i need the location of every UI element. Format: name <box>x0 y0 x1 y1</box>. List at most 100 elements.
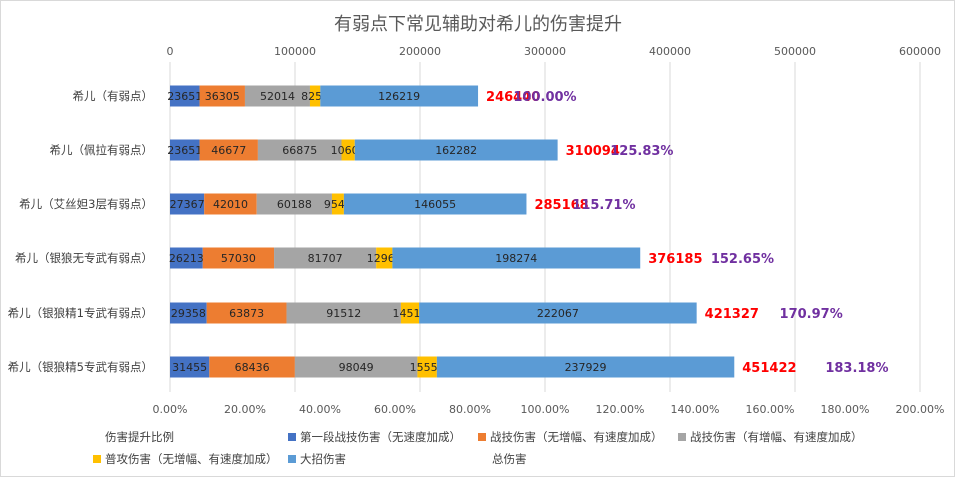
category-label: 希儿（银狼精5专武有弱点） <box>8 360 153 374</box>
category-labels: 希儿（有弱点） 希儿（佩拉有弱点） 希儿（艾丝妲3层有弱点） 希儿（银狼无专武有弱点）… <box>8 89 153 374</box>
legend-swatch <box>288 433 296 441</box>
legend-swatch <box>478 433 486 441</box>
ratio-label: 170.97% <box>780 307 843 322</box>
bar-segment <box>274 247 377 269</box>
bar-segment <box>294 356 418 378</box>
bar-segment <box>204 193 257 215</box>
bar-segment <box>343 193 527 215</box>
bar-segment-label: 222067 <box>537 307 579 320</box>
bar-segment <box>170 356 210 378</box>
bar-segment-label: 57030 <box>221 252 256 265</box>
bar-segment-label: 31455 <box>172 361 207 374</box>
ratio-label: 125.83% <box>610 144 673 159</box>
total-label: 421327 <box>705 307 759 322</box>
bar-segment <box>170 85 200 107</box>
ratio-label: 183.18% <box>825 361 888 376</box>
category-label: 希儿（银狼精1专武有弱点） <box>8 306 153 320</box>
bar-segment <box>202 247 275 269</box>
bar-segment <box>400 302 420 324</box>
bar-segment <box>244 85 310 107</box>
bar-segment-label: 60188 <box>277 198 312 211</box>
gridlines <box>169 62 921 392</box>
bottom-tick-label: 120.00% <box>596 403 645 416</box>
top-tick-label: 200000 <box>399 45 441 58</box>
bar-segment-label: 29358 <box>171 307 206 320</box>
legend-entry: 大招伤害 <box>300 452 346 466</box>
legend-entry: 普攻伤害（无增幅、有速度加成） <box>105 452 278 466</box>
total-label: 310094 <box>566 144 620 159</box>
category-label: 希儿（银狼无专武有弱点） <box>15 251 153 265</box>
bar-segment-label: 26213 <box>169 252 204 265</box>
bar-segment <box>199 139 258 161</box>
legend-entry: 战技伤害（有增幅、有速度加成） <box>690 430 863 444</box>
bottom-tick-label: 60.00% <box>374 403 416 416</box>
bar-segment <box>199 85 245 107</box>
bar-series: 23651 36305 52014 8251 126219 246440100.00%23… <box>167 85 889 378</box>
legend-entry: 总伤害 <box>492 452 527 466</box>
bar-segment-label: 42010 <box>213 198 248 211</box>
chart-title: 有弱点下常见辅助对希儿的伤害提升 <box>334 14 622 35</box>
top-tick-label: 500000 <box>774 45 816 58</box>
total-label: 285168 <box>534 198 588 213</box>
bar-segment-label: 237929 <box>565 361 607 374</box>
bar-segment <box>436 356 735 378</box>
bar-segment-label: 63873 <box>229 307 264 320</box>
bar-segment-label: 98049 <box>339 361 374 374</box>
top-tick-label: 400000 <box>649 45 691 58</box>
bar-segment-label: 27367 <box>170 198 205 211</box>
legend-entry: 战技伤害（无增幅、有速度加成） <box>490 430 663 444</box>
bar-segment <box>170 302 207 324</box>
legend-swatch <box>288 455 296 463</box>
bar-segment <box>419 302 697 324</box>
ratio-label: 100.00% <box>513 90 576 105</box>
bar-segment <box>206 302 287 324</box>
bar-segment-label: 52014 <box>260 90 295 103</box>
top-tick-label: 600000 <box>899 45 941 58</box>
legend-entry: 第一段战技伤害（无速度加成） <box>300 430 461 444</box>
bottom-tick-label: 0.00% <box>153 403 188 416</box>
bar-segment <box>209 356 295 378</box>
bar-segment-label: 68436 <box>235 361 270 374</box>
bar-segment-label: 126219 <box>378 90 420 103</box>
category-label: 希儿（佩拉有弱点） <box>50 143 154 157</box>
bar-segment-label: 23651 <box>167 90 202 103</box>
bar-segment-label: 14517 <box>393 307 428 320</box>
bar-segment <box>256 193 332 215</box>
legend-entry: 伤害提升比例 <box>105 430 174 444</box>
bar-segment-label: 81707 <box>308 252 343 265</box>
top-axis-ticks: 0 100000 200000 300000 400000 500000 600000 <box>167 45 942 58</box>
bottom-tick-label: 180.00% <box>821 403 870 416</box>
bar-segment-label: 46677 <box>211 144 246 157</box>
bottom-tick-label: 40.00% <box>299 403 341 416</box>
top-tick-label: 0 <box>167 45 174 58</box>
legend-swatch <box>678 433 686 441</box>
bar-segment-label: 146055 <box>414 198 456 211</box>
category-label: 希儿（有弱点） <box>73 89 154 103</box>
legend-swatch <box>93 455 101 463</box>
bar-segment <box>320 85 479 107</box>
bottom-tick-label: 140.00% <box>671 403 720 416</box>
bar-segment <box>354 139 558 161</box>
category-label: 希儿（艾丝妲3层有弱点） <box>19 197 153 211</box>
bar-segment <box>170 247 203 269</box>
total-label: 246440 <box>486 90 540 105</box>
bottom-tick-label: 200.00% <box>896 403 945 416</box>
bar-segment <box>170 139 200 161</box>
bottom-tick-label: 160.00% <box>746 403 795 416</box>
bar-segment-label: 23651 <box>167 144 202 157</box>
bar-segment-label: 162282 <box>435 144 477 157</box>
bottom-tick-label: 20.00% <box>224 403 266 416</box>
ratio-label: 152.65% <box>711 252 774 267</box>
bar-segment <box>376 247 393 269</box>
bar-segment <box>257 139 342 161</box>
bottom-tick-label: 100.00% <box>521 403 570 416</box>
total-label: 376185 <box>648 252 702 267</box>
top-tick-label: 100000 <box>274 45 316 58</box>
bar-segment-label: 66875 <box>282 144 317 157</box>
bar-segment <box>417 356 437 378</box>
total-label: 451422 <box>742 361 796 376</box>
bar-segment <box>170 193 205 215</box>
bar-segment <box>392 247 641 269</box>
ratio-label: 115.71% <box>572 198 635 213</box>
